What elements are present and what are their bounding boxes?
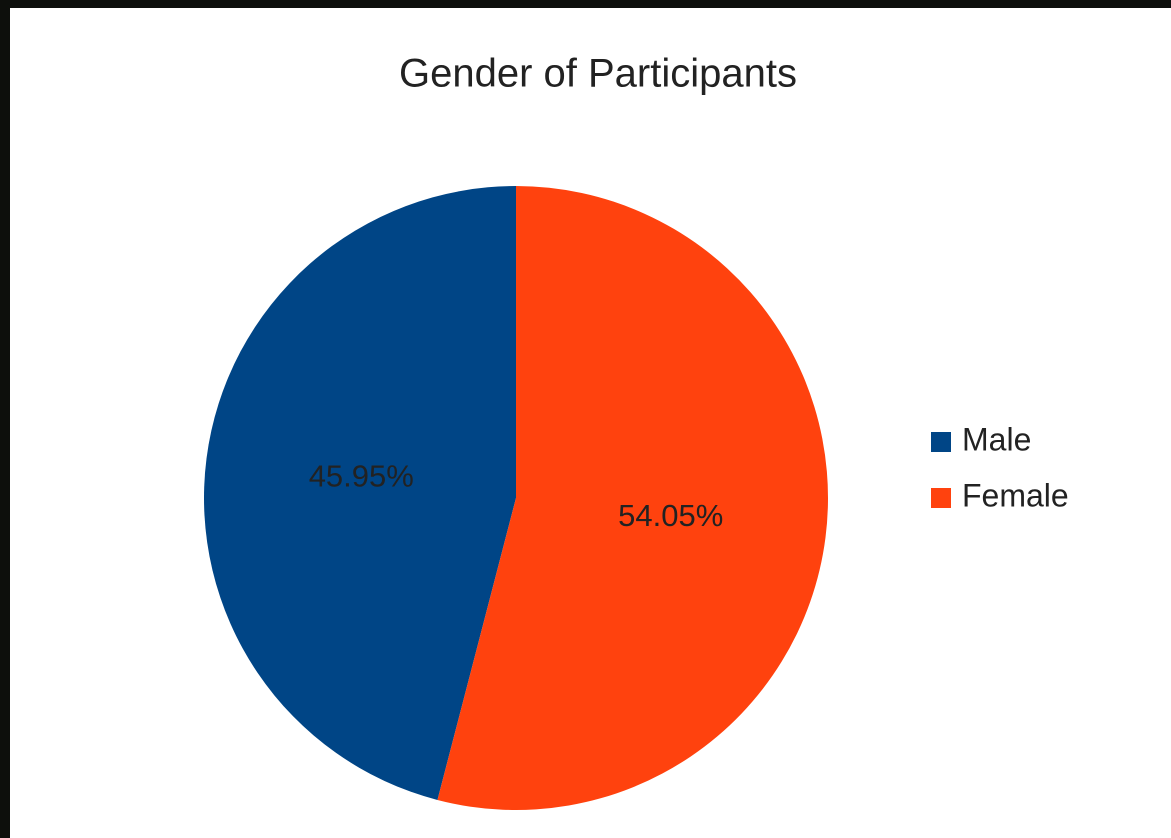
legend-label: Female: [962, 477, 1069, 513]
data-label: 45.95%: [309, 458, 414, 493]
pie-slice: [203, 186, 516, 800]
legend-label: Male: [962, 421, 1031, 457]
legend-swatch: [931, 432, 951, 452]
chart-title: Gender of Participants: [399, 52, 797, 96]
legend-swatch: [931, 488, 951, 508]
pie-slice: [437, 186, 828, 810]
data-label: 54.05%: [618, 498, 723, 533]
